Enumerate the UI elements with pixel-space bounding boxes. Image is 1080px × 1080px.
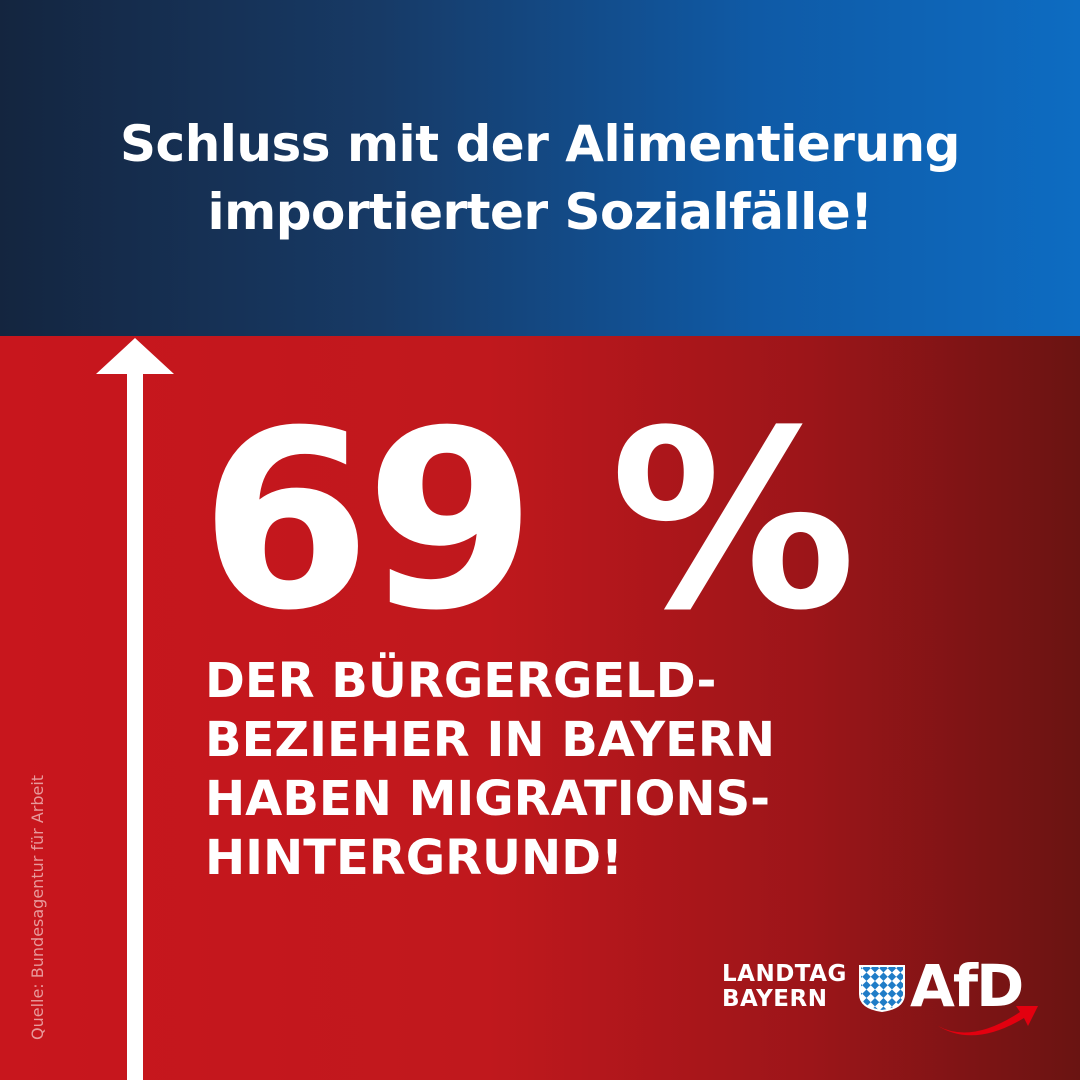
source-note: Quelle: Bundesagentur für Arbeit xyxy=(28,774,47,1040)
afd-swoosh-icon xyxy=(938,1006,1038,1036)
statement-line-3: HABEN MIGRATIONS- xyxy=(205,771,771,827)
header-banner: Schluss mit der Alimentierung importiert… xyxy=(0,0,1080,336)
headline: Schluss mit der Alimentierung importiert… xyxy=(40,110,1040,246)
logo: LANDTAG BAYERN AfD xyxy=(722,954,1042,1040)
statement-line-2: BEZIEHER IN BAYERN xyxy=(205,712,776,768)
afd-wordmark: AfD xyxy=(910,952,1024,1020)
statement-line-1: DER BÜRGERGELD- xyxy=(205,653,717,709)
bavaria-flag-icon xyxy=(859,965,905,1012)
headline-line-2: importierter Sozialfälle! xyxy=(207,183,874,241)
up-arrow-icon xyxy=(96,338,174,1080)
headline-line-1: Schluss mit der Alimentierung xyxy=(120,115,960,173)
landtag-label: LANDTAG xyxy=(722,961,847,987)
landtag-bayern-label: LANDTAG BAYERN xyxy=(722,962,847,1012)
bayern-label: BAYERN xyxy=(722,986,828,1012)
percentage-figure: 69 % xyxy=(200,379,856,665)
main-panel xyxy=(0,336,1080,1080)
statement: DER BÜRGERGELD- BEZIEHER IN BAYERN HABEN… xyxy=(205,652,775,888)
statement-line-4: HINTERGRUND! xyxy=(205,830,623,886)
